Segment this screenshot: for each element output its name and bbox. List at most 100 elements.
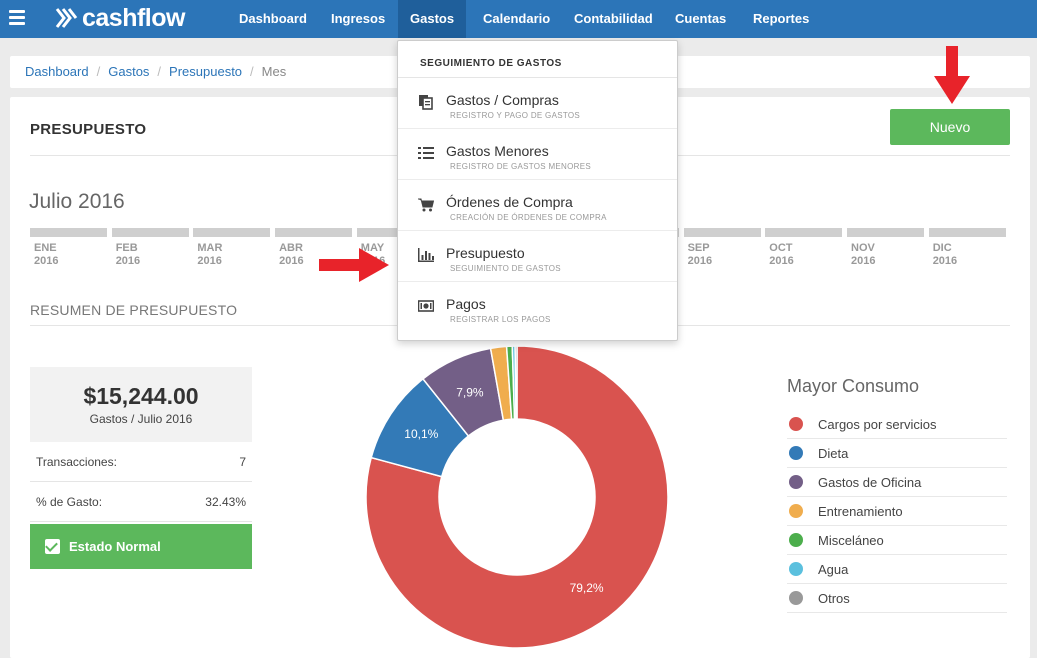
- dropdown-header: SEGUIMIENTO DE GASTOS: [398, 41, 677, 78]
- month-oct[interactable]: OCT 2016: [765, 228, 843, 268]
- nav-reportes[interactable]: Reportes: [753, 11, 810, 26]
- nav-calendario[interactable]: Calendario: [483, 11, 551, 26]
- month-bar: [193, 228, 271, 237]
- legend-item[interactable]: Otros: [787, 584, 1007, 613]
- month-name: SEP: [687, 242, 710, 254]
- month-sep[interactable]: SEP 2016: [683, 228, 761, 268]
- nav-ingresos[interactable]: Ingresos: [331, 11, 386, 26]
- resumen-title: RESUMEN DE PRESUPUESTO: [30, 302, 238, 318]
- breadcrumb-presupuesto[interactable]: Presupuesto: [169, 64, 243, 79]
- nav-contabilidad[interactable]: Contabilidad: [574, 11, 653, 26]
- menu-item-label: Gastos / Compras: [446, 92, 559, 108]
- legend-item[interactable]: Agua: [787, 555, 1007, 584]
- menu-item-subtitle: REGISTRO DE GASTOS MENORES: [450, 162, 592, 171]
- month-year: 2016: [851, 255, 876, 267]
- month-nov[interactable]: NOV 2016: [847, 228, 924, 268]
- month-label: ABR 2016: [279, 242, 352, 268]
- checkbox-checked-icon: [45, 539, 60, 554]
- legend-title: Mayor Consumo: [787, 376, 920, 396]
- month-name: NOV: [851, 242, 875, 254]
- hamburger-menu-icon[interactable]: [9, 10, 25, 25]
- transactions-label: Transacciones:: [36, 454, 117, 469]
- menu-item-label: Gastos Menores: [446, 143, 549, 159]
- breadcrumb-gastos[interactable]: Gastos: [108, 64, 150, 79]
- spend-label: % de Gasto:: [36, 494, 103, 509]
- month-abr[interactable]: ABR 2016: [275, 228, 353, 268]
- legend-item[interactable]: Gastos de Oficina: [787, 468, 1007, 497]
- month-name: OCT: [769, 242, 793, 254]
- legend-dot: [789, 475, 803, 489]
- month-ene[interactable]: ENE 2016: [30, 228, 107, 268]
- bar-chart-icon: [418, 248, 434, 262]
- breadcrumb-separator: /: [96, 64, 101, 79]
- month-label: OCT 2016: [769, 242, 842, 268]
- pie-slice[interactable]: [365, 345, 669, 649]
- legend-item[interactable]: Misceláneo: [787, 526, 1007, 555]
- spend-row: % de Gasto: 32.43%: [30, 482, 252, 522]
- month-bar: [30, 228, 107, 237]
- month-label: NOV 2016: [851, 242, 924, 268]
- summary-card: $15,244.00 Gastos / Julio 2016: [30, 367, 252, 442]
- menu-item-presupuesto[interactable]: Presupuesto SEGUIMIENTO DE GASTOS: [398, 231, 677, 282]
- breadcrumb-current: Mes: [261, 64, 287, 79]
- legend-label: Entrenamiento: [818, 503, 903, 519]
- logo[interactable]: cashflow: [54, 3, 185, 33]
- month-bar: [765, 228, 843, 237]
- legend-dot: [789, 533, 803, 547]
- month-bar: [683, 228, 761, 237]
- top-navbar: cashflow Dashboard Ingresos Gastos Calen…: [0, 0, 1037, 38]
- menu-item-subtitle: SEGUIMIENTO DE GASTOS: [450, 264, 561, 273]
- menu-item-label: Presupuesto: [446, 245, 525, 261]
- transactions-row: Transacciones: 7: [30, 442, 252, 482]
- nav-dashboard[interactable]: Dashboard: [239, 11, 307, 26]
- legend-dot: [789, 591, 803, 605]
- legend-dot: [789, 417, 803, 431]
- month-label: FEB 2016: [116, 242, 189, 268]
- month-bar: [275, 228, 353, 237]
- breadcrumb-dashboard[interactable]: Dashboard: [25, 64, 89, 79]
- month-label: SEP 2016: [688, 242, 761, 268]
- summary-caption: Gastos / Julio 2016: [89, 412, 193, 426]
- nav-cuentas[interactable]: Cuentas: [675, 11, 727, 26]
- status-badge: Estado Normal: [30, 524, 252, 569]
- month-bar: [356, 228, 434, 237]
- transactions-value: 7: [239, 454, 246, 469]
- pie-slice[interactable]: [514, 345, 518, 420]
- month-bar: [847, 228, 924, 237]
- month-feb[interactable]: FEB 2016: [111, 228, 189, 268]
- cart-icon: [418, 198, 434, 212]
- month-bar: [928, 228, 1006, 237]
- legend-label: Cargos por servicios: [818, 416, 937, 432]
- menu-item-ordenes-compra[interactable]: Órdenes de Compra CREACIÓN DE ÓRDENES DE…: [398, 180, 677, 231]
- list-icon: [418, 147, 434, 159]
- red-arrow-down-icon: [934, 46, 970, 104]
- menu-item-gastos-compras[interactable]: Gastos / Compras REGISTRO Y PAGO DE GAST…: [398, 78, 677, 129]
- menu-item-gastos-menores[interactable]: Gastos Menores REGISTRO DE GASTOS MENORE…: [398, 129, 677, 180]
- nav-gastos[interactable]: Gastos: [398, 0, 467, 38]
- money-icon: [418, 300, 434, 312]
- red-arrow-right-icon: [319, 248, 389, 282]
- month-dic[interactable]: DIC 2016: [928, 228, 1006, 268]
- menu-item-subtitle: REGISTRAR LOS PAGOS: [450, 315, 551, 324]
- legend-label: Otros: [818, 590, 850, 606]
- logo-text: cashflow: [82, 3, 185, 32]
- legend-item[interactable]: Dieta: [787, 439, 1007, 468]
- logo-mark-icon: [55, 8, 78, 28]
- legend-dot: [789, 446, 803, 460]
- legend-label: Gastos de Oficina: [818, 474, 922, 490]
- legend-dot: [789, 562, 803, 576]
- legend-label: Misceláneo: [818, 532, 884, 548]
- menu-item-subtitle: CREACIÓN DE ÓRDENES DE COMPRA: [450, 213, 607, 222]
- month-year: 2016: [34, 255, 59, 267]
- breadcrumb-separator: /: [250, 64, 254, 79]
- month-year: 2016: [687, 255, 713, 267]
- legend-item[interactable]: Cargos por servicios: [787, 410, 1007, 439]
- spend-value: 32.43%: [205, 494, 246, 509]
- legend-item[interactable]: Entrenamiento: [787, 497, 1007, 526]
- new-button[interactable]: Nuevo: [890, 109, 1010, 145]
- page-title: PRESUPUESTO: [30, 121, 147, 138]
- menu-item-subtitle: REGISTRO Y PAGO DE GASTOS: [450, 111, 581, 120]
- month-label: MAR 2016: [197, 242, 270, 268]
- menu-item-pagos[interactable]: Pagos REGISTRAR LOS PAGOS: [398, 282, 677, 333]
- month-mar[interactable]: MAR 2016: [193, 228, 271, 268]
